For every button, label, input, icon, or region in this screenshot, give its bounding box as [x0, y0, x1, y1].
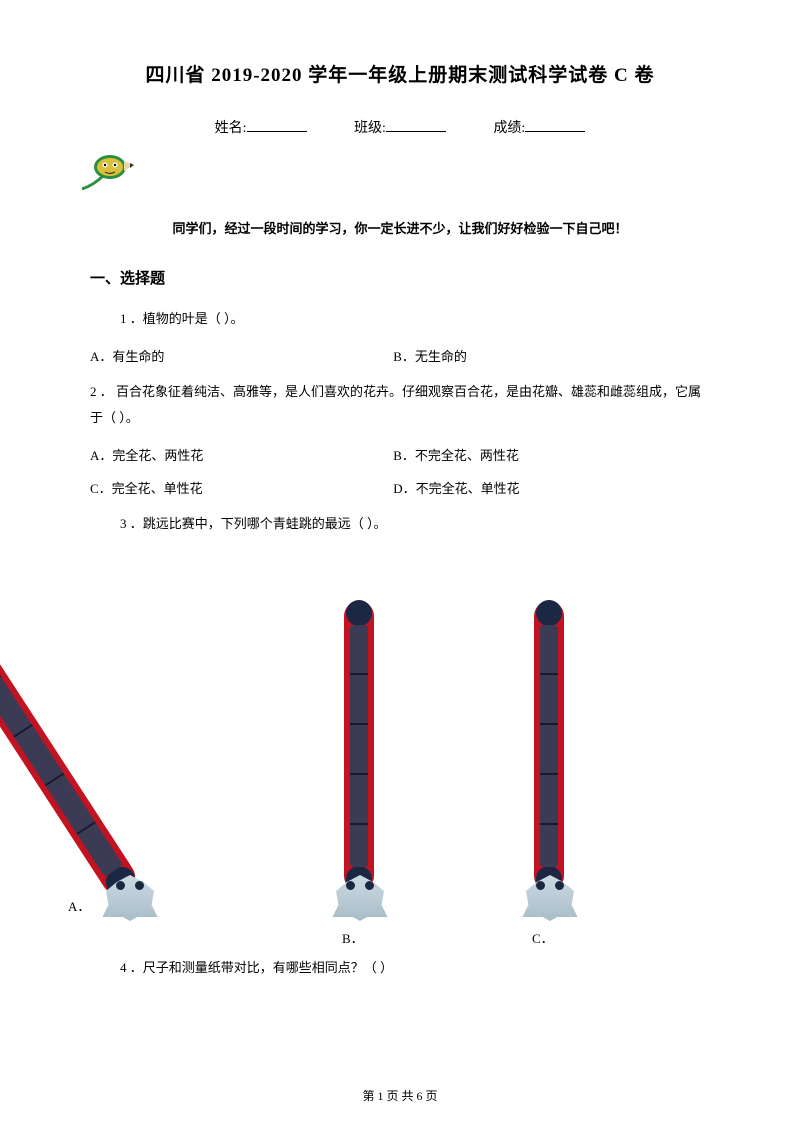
- q3-text: 3 ．跳远比赛中，下列哪个青蛙跳的最远（ ）。: [90, 511, 710, 537]
- q2-opt-a[interactable]: A．完全花、两性花: [90, 445, 390, 464]
- name-label: 姓名:: [215, 121, 247, 136]
- q2-opt-b[interactable]: B．不完全花、两性花: [393, 445, 519, 464]
- page-footer: 第 1 页 共 6 页: [0, 1087, 800, 1104]
- page-title: 四川省 2019-2020 学年一年级上册期末测试科学试卷 C 卷: [90, 60, 710, 87]
- q3-opt-letter-a: A．: [68, 896, 90, 915]
- q4-text: 4 ．尺子和测量纸带对比，有哪些相同点？（ ）: [90, 955, 710, 981]
- name-blank[interactable]: [247, 131, 307, 132]
- q2-options-1: A．完全花、两性花 B．不完全花、两性花: [90, 445, 710, 464]
- section-head-1: 一、选择题: [90, 267, 710, 288]
- intro-text: 同学们，经过一段时间的学习，你一定长进不少，让我们好好检验一下自己吧！: [90, 218, 710, 237]
- q2-opt-c[interactable]: C．完全花、单性花: [90, 478, 390, 497]
- q1-opt-a[interactable]: A．有生命的: [90, 346, 390, 365]
- q2-options-2: C．完全花、单性花 D．不完全花、单性花: [90, 478, 710, 497]
- q1-opt-b[interactable]: B．无生命的: [393, 346, 467, 365]
- q3-opt-letter-b: B．: [342, 928, 364, 947]
- q2-text: 2 ． 百合花象征着纯洁、高雅等，是人们喜欢的花卉。仔细观察百合花，是由花瓣、雄…: [60, 379, 710, 431]
- info-line: 姓名: 班级: 成绩:: [90, 117, 710, 137]
- class-blank[interactable]: [386, 131, 446, 132]
- q1-text: 1 ．植物的叶是（ ）。: [90, 306, 710, 332]
- class-label: 班级:: [354, 121, 386, 136]
- q2-opt-d[interactable]: D．不完全花、单性花: [393, 478, 519, 497]
- score-blank[interactable]: [525, 131, 585, 132]
- pencil-icon: [80, 149, 710, 200]
- q3-figure: A． B． C．: [90, 551, 710, 921]
- q3-opt-letter-c: C．: [532, 928, 554, 947]
- q1-options: A．有生命的 B．无生命的: [90, 346, 710, 365]
- score-label: 成绩:: [493, 121, 525, 136]
